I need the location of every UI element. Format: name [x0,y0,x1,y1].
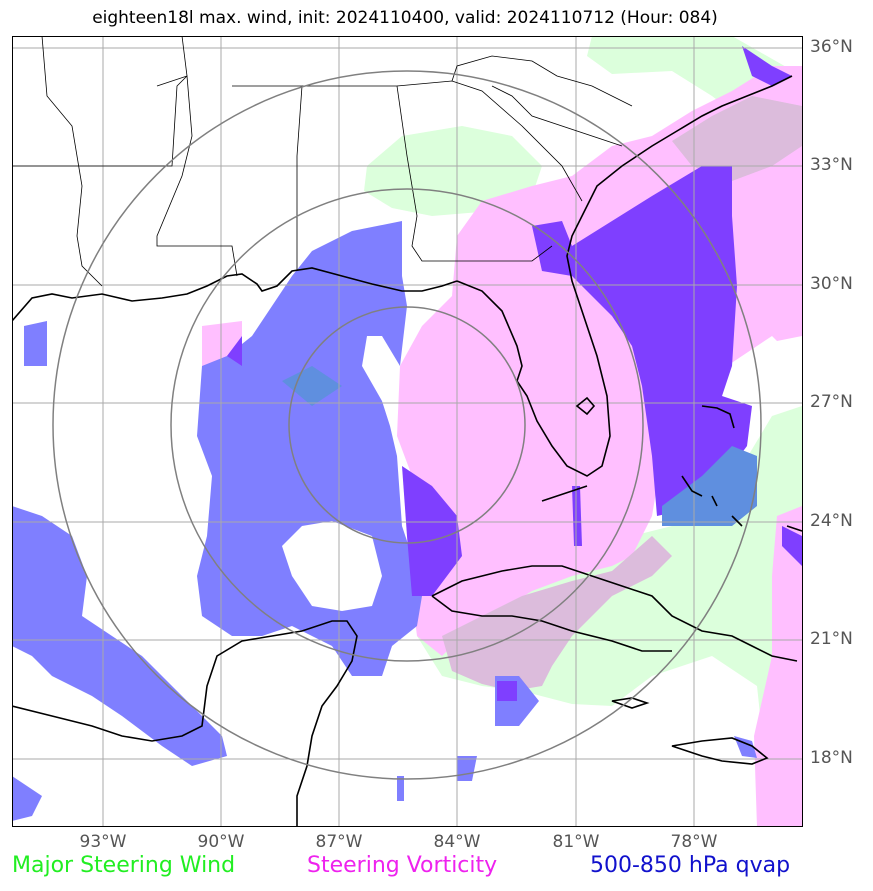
lon-label-90: 90°W [197,832,245,852]
lat-label-30: 30°N [810,274,853,294]
ring-middle [170,188,644,662]
ring-inner [288,306,526,544]
qvap-region-atlantic-north [742,46,792,86]
vorticity-wind-overlap-north [672,96,802,181]
wind-region-north [587,36,802,166]
lat-label-27: 27°N [810,392,853,412]
qvap-region-cayman [397,776,404,801]
lat-label-36: 36°N [810,37,853,57]
coast-mexico [12,620,358,827]
border-mississippi [156,75,238,277]
qvap-region-west-small [24,321,47,366]
map-panel [12,36,803,827]
coast-hispaniola [671,737,769,765]
coast-puerto-rico [786,525,803,532]
coastlines [12,75,803,827]
coast-keys [541,485,588,502]
coast-lake-okeechobee [575,396,596,416]
qvap-region-bahamas [662,446,757,526]
legend-vorticity: Steering Vorticity [307,853,498,878]
qvap-region-west-vort [227,336,242,366]
lon-label-93: 93°W [79,832,127,852]
wind-field [364,36,802,827]
lat-label-18: 18°N [810,748,853,768]
coast-florida-west [456,75,793,477]
vorticity-wind-overlap [442,536,672,691]
coast-bahamas [681,405,743,527]
legend-qvap: 500-850 hPa qvap [590,853,791,878]
lat-label-24: 24°N [810,511,853,531]
map-frame [12,36,803,827]
vorticity-region-east [754,506,802,827]
border-carolinas [451,55,633,107]
lon-label-78: 78°W [670,832,718,852]
lon-label-87: 87°W [315,832,363,852]
qvap-region-gulf [197,221,422,676]
border-alabama-ms [232,85,303,271]
qvap-region-west-edge [12,506,227,766]
lon-label-84: 84°W [433,832,481,852]
qvap-gap-inner [282,521,382,611]
coast-cuba-south [431,595,672,652]
wind-region-georgia [364,126,542,216]
map-title: eighteen18l max. wind, init: 2024110400,… [92,8,718,28]
coast-jamaica [611,697,650,709]
qvap-region-keys [572,486,582,546]
border-tn-nc [491,85,623,147]
qvap-region-yucatan-small [457,756,477,781]
border-louisiana-north [41,36,103,287]
lat-label-33: 33°N [810,155,853,175]
qvap-field [12,46,802,821]
qvap-region-gulf-patch [282,366,342,406]
border-georgia-sc [396,80,583,202]
qvap-region-gulf-strait [402,466,462,596]
coast-gulf-texas [12,267,458,322]
ring-outer [52,70,762,780]
qvap-region-west-lower [12,776,42,821]
qvap-region-south-patch [497,681,517,701]
border-alabama-ga [302,85,553,262]
qvap-region-east-edge [782,526,802,566]
coast-cuba [431,565,798,662]
state-borders [12,36,633,287]
lon-label-81: 81°W [552,832,600,852]
lat-label-21: 21°N [810,629,853,649]
map-canvas [12,36,803,827]
border-texas-louisiana [12,36,188,167]
qvap-region-atlantic [532,166,752,516]
legend-wind: Major Steering Wind [12,853,236,878]
wind-region-southeast [417,406,802,827]
range-rings [52,70,762,780]
